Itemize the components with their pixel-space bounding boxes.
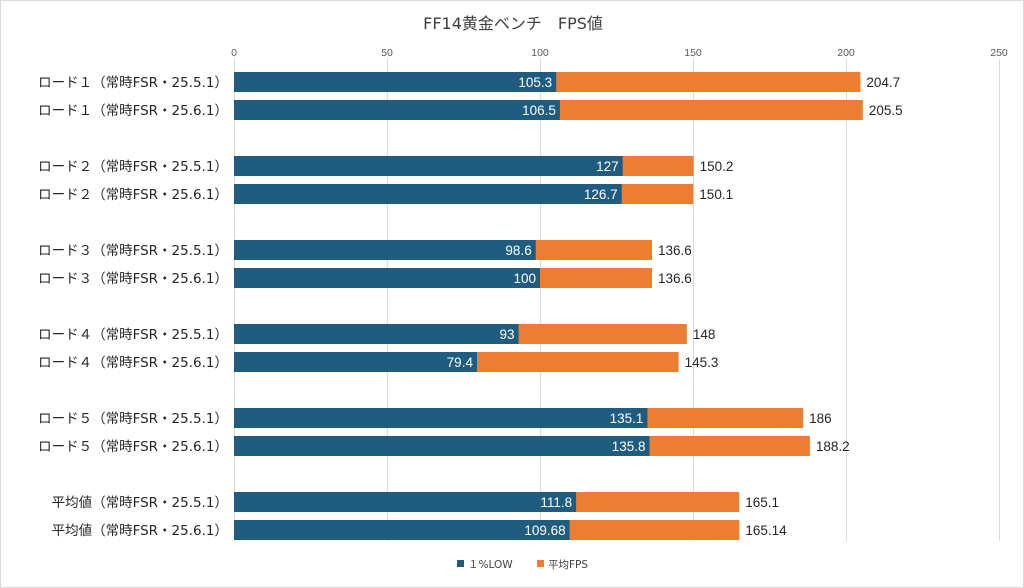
- bar-1pct-low: [234, 352, 477, 372]
- category-label: ロード１（常時FSR・25.5.1）: [38, 75, 228, 91]
- data-label-1pct-low: 111.8: [540, 495, 572, 510]
- legend-label: 平均FPS: [548, 559, 588, 571]
- data-label-1pct-low: 79.4: [447, 355, 474, 370]
- data-label-1pct-low: 98.6: [505, 243, 531, 258]
- legend-swatch: [457, 560, 464, 567]
- bar-1pct-low: [234, 492, 577, 512]
- data-label-avg-fps: 186: [809, 411, 832, 426]
- category-label: ロード４（常時FSR・25.6.1）: [38, 355, 228, 371]
- category-labels: ロード１（常時FSR・25.5.1） ロード１（常時FSR・25.6.1） ロード２…: [38, 75, 228, 539]
- data-label-1pct-low: 105.3: [518, 75, 552, 90]
- data-label-avg-fps: 148: [693, 327, 716, 342]
- data-label-1pct-low: 93: [500, 327, 515, 342]
- data-label-avg-fps: 150.1: [699, 187, 733, 202]
- x-tick-label: 200: [837, 47, 855, 59]
- data-label-avg-fps: 145.3: [685, 355, 719, 370]
- legend: １%LOW 平均FPS: [457, 559, 588, 571]
- gridlines: [234, 59, 1000, 541]
- x-tick-label: 250: [990, 47, 1008, 59]
- legend-swatch: [537, 560, 544, 567]
- bar-1pct-low: [234, 268, 540, 288]
- bars: [234, 72, 863, 540]
- data-label-1pct-low: 127: [596, 159, 619, 174]
- data-label-1pct-low: 100: [513, 271, 536, 286]
- data-label-avg-fps: 136.6: [658, 243, 692, 258]
- category-label: ロード５（常時FSR・25.6.1）: [38, 439, 228, 455]
- bar-1pct-low: [234, 100, 560, 120]
- bar-1pct-low: [234, 156, 623, 176]
- chart-title: FF14黄金ベンチ FPS値: [423, 14, 603, 33]
- x-tick-label: 150: [684, 47, 702, 59]
- x-tick-label: 0: [231, 47, 237, 59]
- data-label-avg-fps: 205.5: [869, 103, 903, 118]
- data-label-avg-fps: 136.6: [658, 271, 692, 286]
- bar-1pct-low: [234, 240, 536, 260]
- data-label-1pct-low: 126.7: [584, 187, 618, 202]
- category-label: ロード５（常時FSR・25.5.1）: [38, 411, 228, 427]
- bar-1pct-low: [234, 324, 519, 344]
- category-label: ロード４（常時FSR・25.5.1）: [38, 327, 228, 343]
- x-tick-label: 50: [381, 47, 393, 59]
- data-label-avg-fps: 188.2: [816, 439, 850, 454]
- bar-1pct-low: [234, 408, 648, 428]
- data-label-avg-fps: 150.2: [700, 159, 734, 174]
- legend-label: １%LOW: [468, 559, 513, 571]
- bar-1pct-low: [234, 436, 650, 456]
- bar-1pct-low: [234, 520, 570, 540]
- data-label-avg-fps: 165.1: [745, 495, 779, 510]
- category-label: ロード２（常時FSR・25.5.1）: [38, 159, 228, 175]
- category-label: ロード１（常時FSR・25.6.1）: [38, 103, 228, 119]
- data-label-1pct-low: 106.5: [522, 103, 556, 118]
- category-label: ロード２（常時FSR・25.6.1）: [38, 187, 228, 203]
- bar-1pct-low: [234, 184, 622, 204]
- bar-1pct-low: [234, 72, 557, 92]
- category-label: 平均値（常時FSR・25.5.1）: [52, 495, 228, 511]
- data-label-1pct-low: 135.8: [612, 439, 646, 454]
- x-axis-ticks: 0 50 100 150 200 250: [231, 47, 1008, 59]
- x-tick-label: 100: [531, 47, 549, 59]
- data-label-avg-fps: 204.7: [866, 75, 900, 90]
- category-label: ロード３（常時FSR・25.5.1）: [38, 243, 228, 259]
- category-label: 平均値（常時FSR・25.6.1）: [52, 523, 228, 539]
- data-label-avg-fps: 165.14: [745, 523, 787, 538]
- data-labels: 105.3 204.7 106.5 205.5 127 150.2 126.7 150.1 98…: [447, 75, 903, 538]
- data-label-1pct-low: 135.1: [610, 411, 644, 426]
- data-label-1pct-low: 109.68: [524, 523, 565, 538]
- category-label: ロード３（常時FSR・25.6.1）: [38, 271, 228, 287]
